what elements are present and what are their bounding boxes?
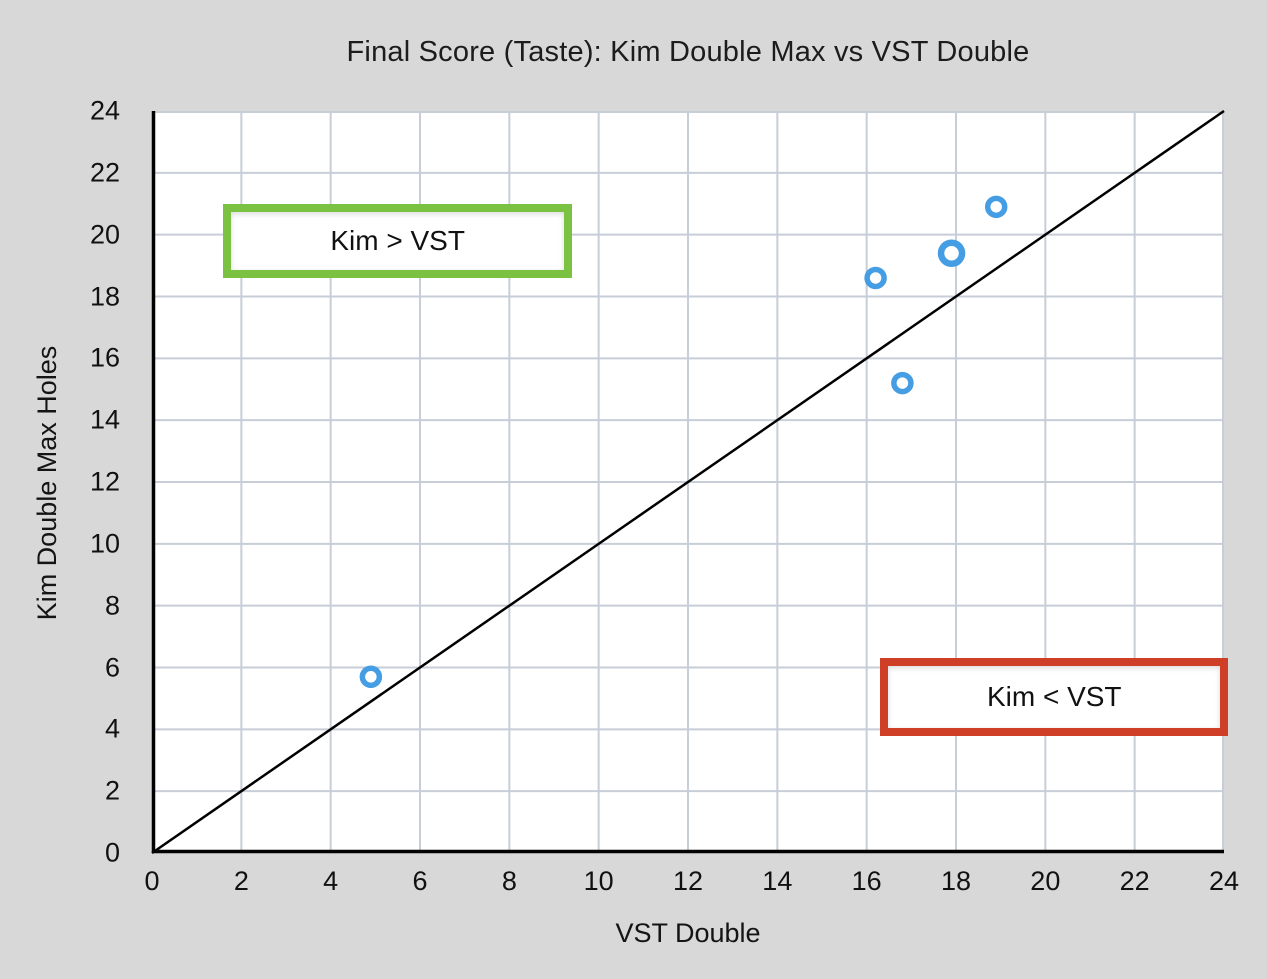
y-tick-label: 4 (104, 713, 120, 744)
identity-line (151, 109, 1225, 855)
y-tick-label: 2 (104, 775, 120, 806)
x-tick-label: 10 (583, 866, 614, 896)
x-tick-label: 12 (672, 866, 704, 896)
x-tick-label: 24 (1208, 866, 1240, 896)
data-point (891, 371, 914, 395)
y-tick-label: 10 (89, 528, 120, 559)
annotation-kim-greater-than-vst: Kim > VST (223, 203, 572, 278)
x-tick-label: 22 (1119, 866, 1150, 896)
data-point (359, 665, 383, 689)
y-tick-label: 20 (89, 219, 120, 250)
x-tick-label: 0 (144, 866, 160, 896)
annotation-text: Kim < VST (986, 680, 1122, 712)
data-point (984, 195, 1008, 219)
y-tick-label: 0 (104, 837, 120, 868)
x-tick-label: 18 (940, 866, 972, 896)
data-point (864, 266, 887, 290)
y-tick-label: 22 (89, 157, 120, 188)
y-tick-label: 8 (104, 590, 120, 621)
annotation-kim-less-than-vst: Kim < VST (880, 658, 1229, 736)
y-tick-label: 24 (89, 95, 120, 126)
annotation-text: Kim > VST (330, 224, 465, 256)
x-tick-label: 20 (1030, 866, 1061, 896)
x-tick-label: 4 (323, 866, 339, 896)
y-tick-label: 18 (89, 281, 120, 311)
y-tick-label: 14 (89, 404, 120, 435)
y-tick-label: 12 (89, 466, 120, 497)
x-tick-label: 2 (233, 866, 249, 896)
y-tick-label: 6 (104, 652, 120, 682)
x-tick-label: 6 (412, 866, 428, 896)
data-point (937, 239, 966, 267)
x-tick-label: 14 (762, 866, 793, 896)
chart-title: Final Score (Taste): Kim Double Max vs V… (346, 36, 1030, 68)
x-tick-label: 16 (851, 866, 882, 896)
x-axis-label: VST Double (615, 918, 761, 948)
x-tick-label: 8 (501, 866, 517, 896)
y-tick-label: 16 (89, 342, 120, 373)
